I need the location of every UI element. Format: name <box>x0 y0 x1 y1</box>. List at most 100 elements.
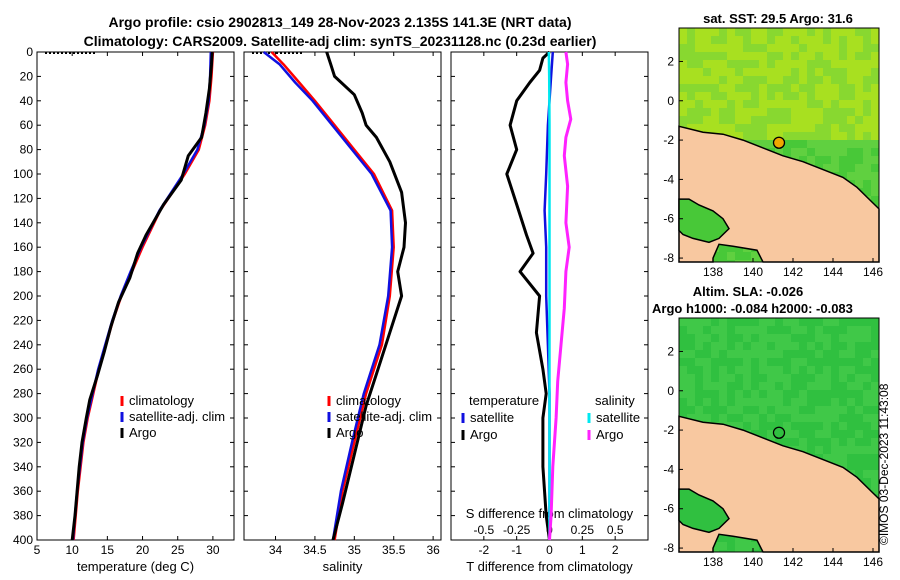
map-cell <box>687 318 695 326</box>
map-south-sea <box>678 488 730 534</box>
map-cell <box>871 132 879 140</box>
map-cell <box>799 156 807 164</box>
map-cell <box>807 430 815 438</box>
map-cell <box>847 124 855 132</box>
map-cell <box>767 124 775 132</box>
map-cell <box>767 140 775 148</box>
map-cell <box>687 358 695 366</box>
map-cell <box>799 108 807 116</box>
map-cell <box>735 550 743 552</box>
map-cell <box>799 60 807 68</box>
map-cell <box>759 366 767 374</box>
map-cell <box>727 244 735 252</box>
sla-map-xtick-label: 144 <box>823 555 843 569</box>
legend-s-label-2: Argo <box>596 427 623 442</box>
map-cell <box>871 478 879 486</box>
map-cell <box>783 124 791 132</box>
map-cell <box>735 422 743 430</box>
map-cell <box>703 414 711 422</box>
map-cell <box>863 68 871 76</box>
map-cell <box>775 382 783 390</box>
map-cell <box>815 156 823 164</box>
map-cell <box>855 68 863 76</box>
map-cell <box>815 44 823 52</box>
map-cell <box>767 28 775 36</box>
map-cell <box>823 164 831 172</box>
map-cell <box>839 406 847 414</box>
map-cell <box>727 68 735 76</box>
map-cell <box>815 68 823 76</box>
map-cell <box>871 430 879 438</box>
map-cell <box>863 116 871 124</box>
sla-map-ytick-label: -4 <box>663 462 674 476</box>
salinity-profile-xtick-label: 35 <box>348 543 362 557</box>
map-cell <box>839 132 847 140</box>
map-cell <box>727 414 735 422</box>
map-cell <box>695 28 703 36</box>
map-cell <box>735 398 743 406</box>
map-cell <box>831 28 839 36</box>
map-cell <box>799 124 807 132</box>
map-cell <box>751 382 759 390</box>
map-cell <box>767 374 775 382</box>
temperature-profile-ytick-label: 0 <box>26 45 33 59</box>
map-cell <box>863 36 871 44</box>
map-cell <box>751 414 759 422</box>
map-cell <box>759 326 767 334</box>
map-cell <box>839 430 847 438</box>
map-cell <box>863 350 871 358</box>
map-cell <box>703 116 711 124</box>
map-cell <box>735 44 743 52</box>
map-cell <box>863 28 871 36</box>
map-cell <box>719 100 727 108</box>
map-cell <box>695 342 703 350</box>
map-cell <box>735 76 743 84</box>
map-cell <box>719 108 727 116</box>
map-cell <box>743 132 751 140</box>
map-cell <box>695 398 703 406</box>
map-cell <box>847 358 855 366</box>
map-cell <box>871 108 879 116</box>
map-cell <box>711 92 719 100</box>
map-cell <box>751 68 759 76</box>
map-cell <box>831 116 839 124</box>
map-cell <box>727 550 735 552</box>
map-cell <box>791 108 799 116</box>
map-cell <box>767 326 775 334</box>
map-cell <box>711 542 719 550</box>
map-cell <box>863 172 871 180</box>
map-cell <box>775 398 783 406</box>
map-cell <box>855 44 863 52</box>
map-cell <box>855 366 863 374</box>
map-cell <box>831 454 839 462</box>
map-cell <box>855 438 863 446</box>
map-cell <box>711 252 719 260</box>
map-cell <box>791 350 799 358</box>
map-cell <box>871 36 879 44</box>
map-cell <box>791 358 799 366</box>
map-cell <box>727 542 735 550</box>
map-cell <box>863 358 871 366</box>
sla-map-ytick-label: 0 <box>667 384 674 398</box>
map-cell <box>839 318 847 326</box>
map-cell <box>799 334 807 342</box>
map-cell <box>751 390 759 398</box>
map-cell <box>807 374 815 382</box>
map-cell <box>703 350 711 358</box>
series-line-climatology <box>72 51 215 541</box>
map-cell <box>719 318 727 326</box>
map-cell <box>815 116 823 124</box>
sla-map-title: Altim. SLA: -0.026 <box>693 284 804 299</box>
map-cell <box>687 68 695 76</box>
map-cell <box>775 52 783 60</box>
map-cell <box>775 68 783 76</box>
map-cell <box>695 366 703 374</box>
map-cell <box>751 36 759 44</box>
salinity-profile-xtick-label: 34 <box>269 543 283 557</box>
map-cell <box>847 100 855 108</box>
map-cell <box>839 116 847 124</box>
map-cell <box>775 334 783 342</box>
map-cell <box>743 252 751 260</box>
map-cell <box>855 172 863 180</box>
map-cell <box>679 68 687 76</box>
